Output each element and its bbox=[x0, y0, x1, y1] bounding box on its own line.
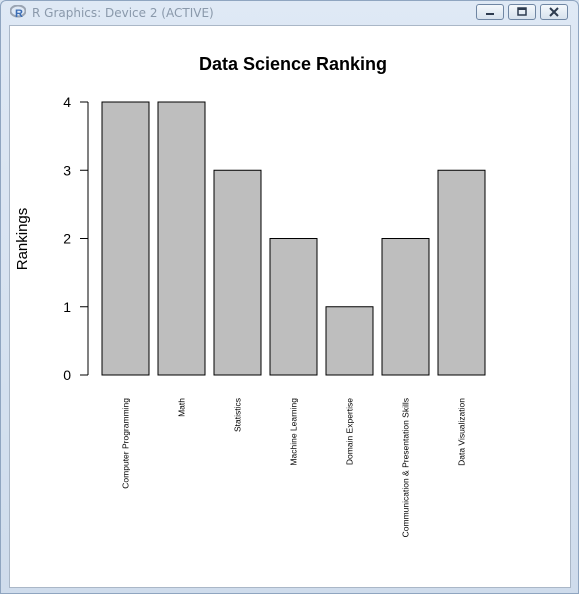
bar bbox=[381, 238, 430, 376]
svg-text:R: R bbox=[15, 8, 23, 19]
y-tick-label: 4 bbox=[63, 94, 71, 110]
y-tick-label: 2 bbox=[63, 231, 71, 247]
category-label: Data Visualization bbox=[457, 398, 467, 466]
maximize-icon bbox=[517, 7, 527, 16]
category-label: Statistics bbox=[233, 398, 243, 432]
category-label: Domain Expertise bbox=[345, 398, 355, 465]
category-label: Communication & Presentation Skills bbox=[401, 398, 411, 537]
close-button[interactable] bbox=[540, 4, 568, 20]
category-label: Machine Learning bbox=[289, 398, 299, 466]
maximize-button[interactable] bbox=[508, 4, 536, 20]
y-tick-label: 3 bbox=[63, 162, 71, 178]
bars bbox=[101, 101, 486, 376]
plot-area: Data Science Ranking Rankings 0 1 2 3 4 Comp… bbox=[9, 25, 571, 588]
window-title: R Graphics: Device 2 (ACTIVE) bbox=[32, 6, 214, 20]
minimize-button[interactable] bbox=[476, 4, 504, 20]
close-icon bbox=[549, 7, 559, 17]
bar bbox=[269, 238, 318, 376]
category-labels: Computer Programming Math Statistics Machin… bbox=[121, 398, 467, 538]
y-tick-label: 1 bbox=[63, 299, 71, 315]
bar bbox=[101, 101, 150, 376]
y-axis: 0 1 2 3 4 bbox=[63, 94, 89, 383]
bar bbox=[437, 169, 486, 376]
chart-title: Data Science Ranking bbox=[199, 54, 387, 74]
bar bbox=[213, 169, 262, 376]
bar bbox=[325, 306, 374, 376]
y-axis-label: Rankings bbox=[14, 208, 31, 271]
r-logo-icon: R bbox=[10, 5, 26, 19]
minimize-icon bbox=[486, 13, 494, 15]
bar-chart: Data Science Ranking Rankings 0 1 2 3 4 Comp… bbox=[14, 54, 486, 538]
title-bar[interactable]: R R Graphics: Device 2 (ACTIVE) bbox=[1, 1, 578, 25]
category-label: Math bbox=[177, 398, 187, 417]
bar bbox=[157, 101, 206, 376]
category-label: Computer Programming bbox=[121, 398, 131, 489]
y-tick-label: 0 bbox=[63, 367, 71, 383]
